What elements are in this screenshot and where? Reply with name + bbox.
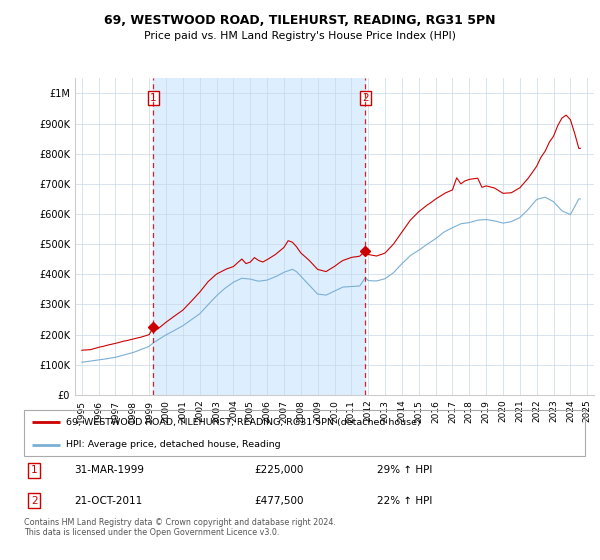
Text: 22% ↑ HPI: 22% ↑ HPI xyxy=(377,496,433,506)
Bar xyxy=(154,78,365,395)
Text: 21-OCT-2011: 21-OCT-2011 xyxy=(74,496,143,506)
Text: Price paid vs. HM Land Registry's House Price Index (HPI): Price paid vs. HM Land Registry's House … xyxy=(144,31,456,41)
Text: Contains HM Land Registry data © Crown copyright and database right 2024.
This d: Contains HM Land Registry data © Crown c… xyxy=(24,518,336,538)
Text: £477,500: £477,500 xyxy=(254,496,304,506)
Text: 69, WESTWOOD ROAD, TILEHURST, READING, RG31 5PN: 69, WESTWOOD ROAD, TILEHURST, READING, R… xyxy=(104,14,496,27)
Text: £225,000: £225,000 xyxy=(254,465,304,475)
Text: 1: 1 xyxy=(150,92,157,102)
Text: 31-MAR-1999: 31-MAR-1999 xyxy=(74,465,145,475)
Text: 2: 2 xyxy=(362,92,368,102)
Text: HPI: Average price, detached house, Reading: HPI: Average price, detached house, Read… xyxy=(66,440,281,449)
Text: 1: 1 xyxy=(31,465,37,475)
Text: 29% ↑ HPI: 29% ↑ HPI xyxy=(377,465,433,475)
Text: 2: 2 xyxy=(31,496,37,506)
Text: 69, WESTWOOD ROAD, TILEHURST, READING, RG31 5PN (detached house): 69, WESTWOOD ROAD, TILEHURST, READING, R… xyxy=(66,418,421,427)
